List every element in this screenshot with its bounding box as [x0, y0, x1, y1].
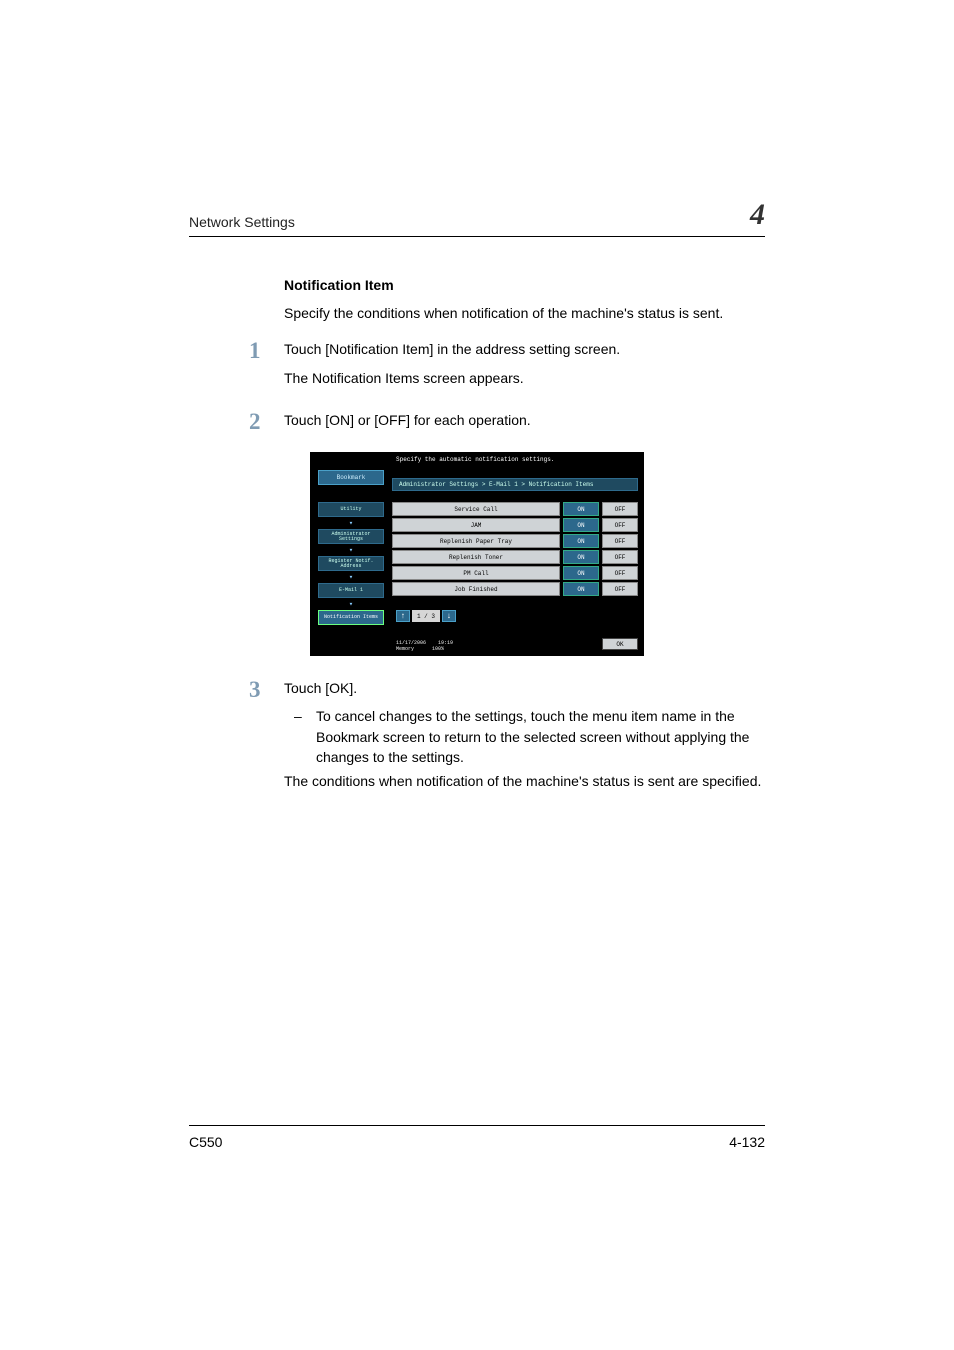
- section-intro: Specify the conditions when notification…: [284, 303, 765, 323]
- page-indicator: 1 / 3: [412, 610, 440, 622]
- row-label: Replenish Toner: [392, 550, 560, 564]
- notification-rows: Service Call ON OFF JAM ON OFF Replenish…: [392, 502, 638, 596]
- device-memory-pct: 100%: [432, 646, 444, 652]
- page-down-button[interactable]: ↓: [442, 610, 456, 622]
- row-label: Replenish Paper Tray: [392, 534, 560, 548]
- on-button[interactable]: ON: [563, 582, 599, 596]
- step-1-line-2: The Notification Items screen appears.: [284, 368, 765, 388]
- off-button[interactable]: OFF: [602, 550, 638, 564]
- breadcrumb: Administrator Settings > E-Mail 1 > Noti…: [392, 478, 638, 491]
- chevron-down-icon: ▾: [318, 600, 384, 608]
- off-button[interactable]: OFF: [602, 518, 638, 532]
- device-memory-label: Memory: [396, 646, 414, 652]
- step-1: 1 Touch [Notification Item] in the addre…: [189, 339, 765, 396]
- on-button[interactable]: ON: [563, 502, 599, 516]
- sidebar-item-utility[interactable]: Utility: [318, 502, 384, 517]
- step-3: 3 Touch [OK]. – To cancel changes to the…: [189, 678, 765, 799]
- step-3-line-1: Touch [OK].: [284, 678, 765, 698]
- sidebar-item-email[interactable]: E-Mail 1: [318, 583, 384, 598]
- device-sidebar: Utility ▾ Administrator Settings ▾ Regis…: [318, 502, 384, 627]
- chapter-title: Network Settings: [189, 214, 295, 230]
- off-button[interactable]: OFF: [602, 502, 638, 516]
- footer-model: C550: [189, 1134, 222, 1150]
- step-number: 3: [189, 678, 284, 799]
- on-button[interactable]: ON: [563, 566, 599, 580]
- device-footer: 11/17/2006 19:19 Memory 100%: [396, 641, 453, 652]
- off-button[interactable]: OFF: [602, 582, 638, 596]
- row-label: Service Call: [392, 502, 560, 516]
- section-title: Notification Item: [284, 277, 765, 293]
- pager: ↑ 1 / 3 ↓: [396, 610, 456, 622]
- table-row: JAM ON OFF: [392, 518, 638, 532]
- sidebar-item-register[interactable]: Register Notif. Address: [318, 556, 384, 571]
- step-3-bullet-text: To cancel changes to the settings, touch…: [316, 706, 765, 767]
- off-button[interactable]: OFF: [602, 566, 638, 580]
- step-2-line-1: Touch [ON] or [OFF] for each operation.: [284, 410, 765, 430]
- step-3-line-3: The conditions when notification of the …: [284, 771, 765, 791]
- table-row: PM Call ON OFF: [392, 566, 638, 580]
- table-row: Replenish Paper Tray ON OFF: [392, 534, 638, 548]
- off-button[interactable]: OFF: [602, 534, 638, 548]
- on-button[interactable]: ON: [563, 550, 599, 564]
- step-number: 1: [189, 339, 284, 396]
- footer-page-ref: 4-132: [729, 1134, 765, 1150]
- on-button[interactable]: ON: [563, 518, 599, 532]
- bookmark-button[interactable]: Bookmark: [318, 470, 384, 485]
- footer-rule: [189, 1125, 765, 1126]
- bullet-dash: –: [294, 706, 316, 767]
- row-label: JAM: [392, 518, 560, 532]
- step-number: 2: [189, 410, 284, 438]
- chevron-down-icon: ▾: [318, 519, 384, 527]
- row-label: PM Call: [392, 566, 560, 580]
- chapter-number: 4: [750, 200, 765, 230]
- table-row: Service Call ON OFF: [392, 502, 638, 516]
- row-label: Job Finished: [392, 582, 560, 596]
- chevron-down-icon: ▾: [318, 573, 384, 581]
- on-button[interactable]: ON: [563, 534, 599, 548]
- table-row: Replenish Toner ON OFF: [392, 550, 638, 564]
- table-row: Job Finished ON OFF: [392, 582, 638, 596]
- device-screenshot: Specify the automatic notification setti…: [310, 452, 644, 656]
- chevron-down-icon: ▾: [318, 546, 384, 554]
- sidebar-item-admin[interactable]: Administrator Settings: [318, 529, 384, 544]
- step-1-line-1: Touch [Notification Item] in the address…: [284, 339, 765, 359]
- device-instruction: Specify the automatic notification setti…: [396, 456, 554, 463]
- step-3-sub-bullet: – To cancel changes to the settings, tou…: [284, 706, 765, 767]
- sidebar-item-notif[interactable]: Notification Items: [318, 610, 384, 625]
- ok-button[interactable]: OK: [602, 638, 638, 650]
- page-up-button[interactable]: ↑: [396, 610, 410, 622]
- step-2: 2 Touch [ON] or [OFF] for each operation…: [189, 410, 765, 438]
